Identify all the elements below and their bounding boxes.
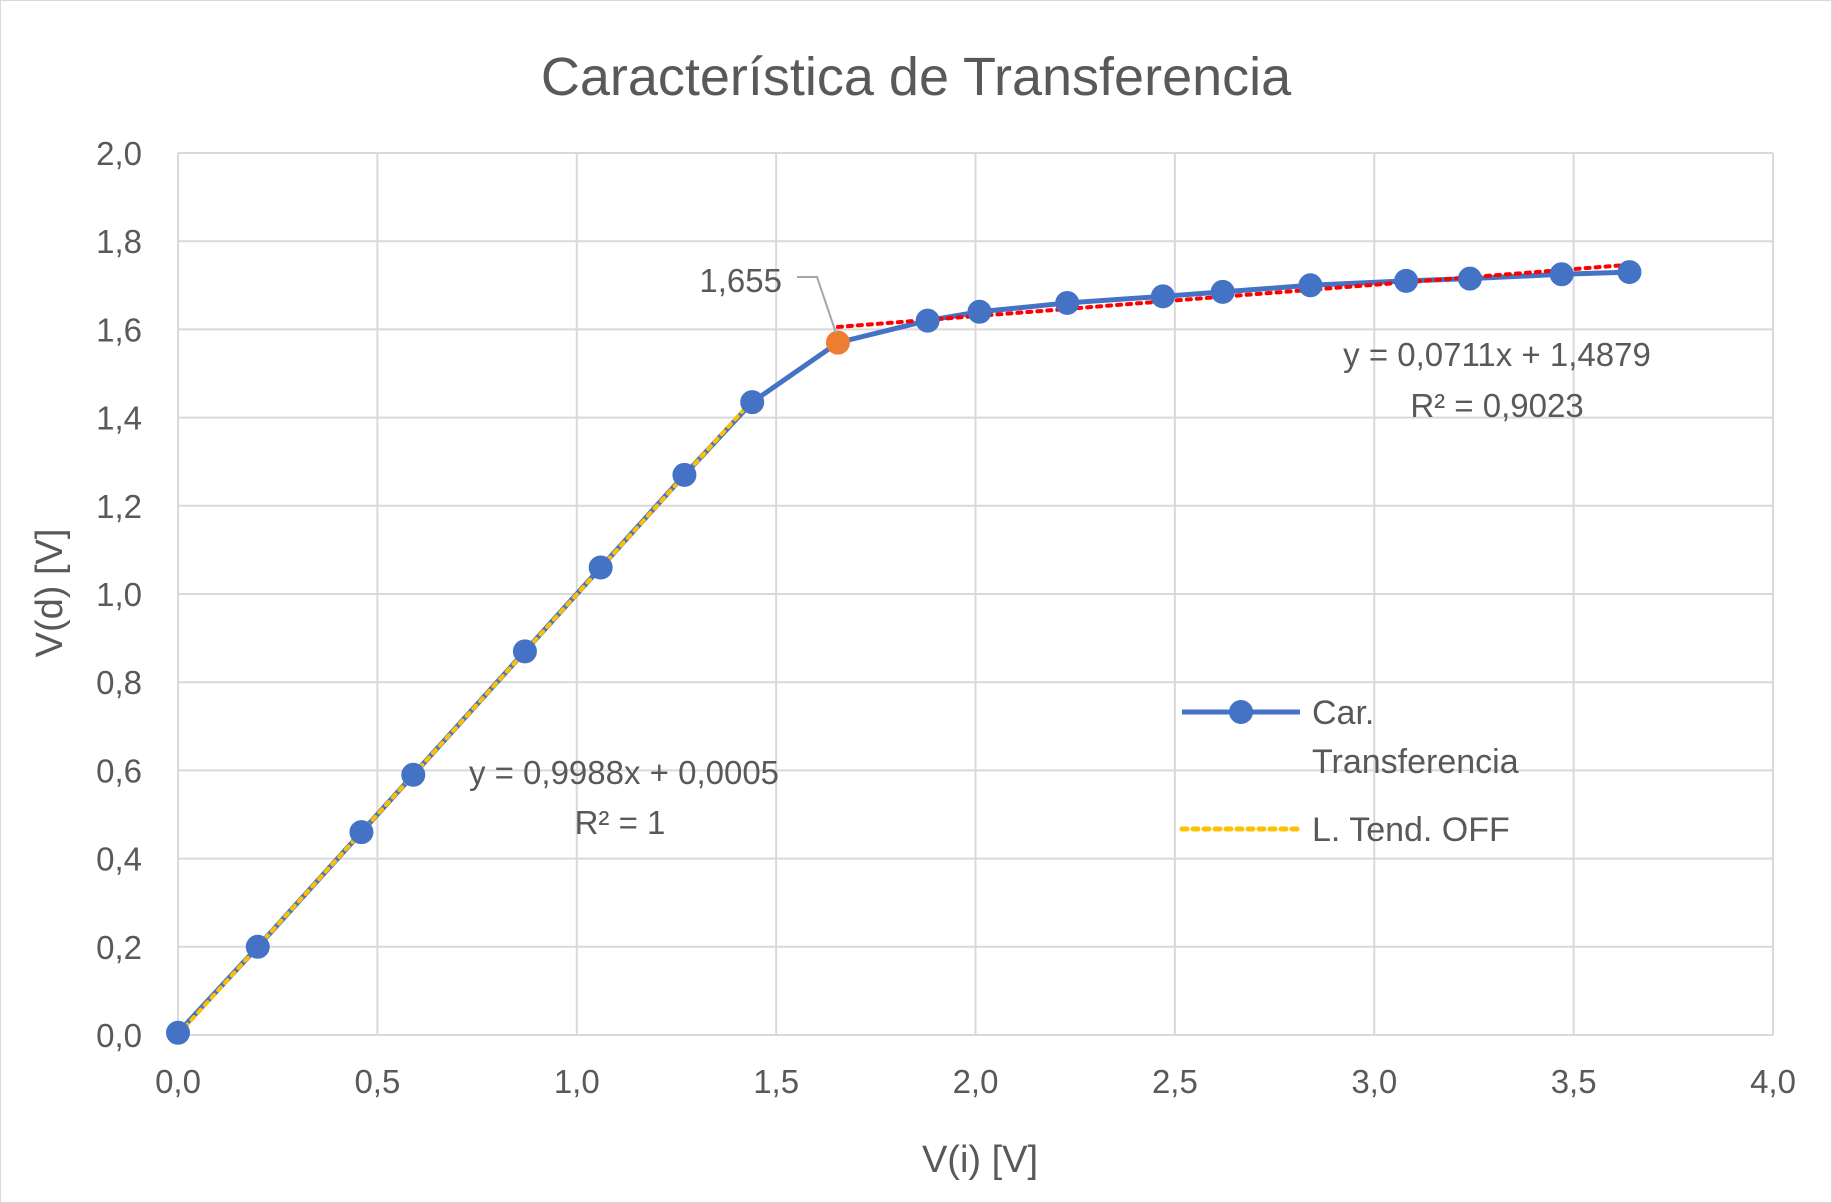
- trendline-on-r2: R² = 0,9023: [1410, 387, 1583, 424]
- tick-labels: 0,0 0,5 1,0 1,5 2,0 2,5 3,0 3,5 4,0 0,0 0,2 0,4 0,6 0…: [96, 135, 1796, 1100]
- y-tick-label: 0,0: [96, 1017, 142, 1054]
- data-point: [1617, 260, 1642, 285]
- trendline-on-equation: y = 0,0711x + 1,4879: [1343, 336, 1651, 373]
- highlight-point-label: 1,655: [699, 262, 782, 299]
- data-point: [401, 762, 426, 787]
- x-axis-title: V(i) [V]: [922, 1139, 1038, 1181]
- y-axis-title: V(d) [V]: [29, 529, 71, 658]
- data-point: [1210, 279, 1235, 304]
- x-tick-label: 3,0: [1351, 1063, 1397, 1100]
- data-point: [740, 390, 765, 415]
- y-tick-label: 2,0: [96, 135, 142, 172]
- x-tick-label: 3,5: [1551, 1063, 1597, 1100]
- data-point: [1298, 273, 1323, 298]
- data-point: [512, 639, 537, 664]
- data-point: [1549, 262, 1574, 287]
- y-tick-label: 0,2: [96, 929, 142, 966]
- trendline-off: [176, 398, 755, 1037]
- y-tick-label: 0,6: [96, 752, 142, 789]
- y-tick-label: 1,8: [96, 223, 142, 260]
- trendline-off-equation: y = 0,9988x + 0,0005: [469, 754, 779, 791]
- y-tick-label: 0,4: [96, 841, 142, 878]
- x-tick-label: 0,5: [354, 1063, 400, 1100]
- data-point: [672, 462, 697, 487]
- gridlines: [177, 152, 1774, 1036]
- y-tick-label: 1,6: [96, 311, 142, 348]
- data-point: [1150, 284, 1175, 309]
- data-point: [1394, 268, 1419, 293]
- data-point: [588, 555, 613, 580]
- x-tick-label: 2,5: [1152, 1063, 1198, 1100]
- data-series: [166, 260, 1642, 1045]
- x-tick-label: 0,0: [155, 1063, 201, 1100]
- y-tick-label: 0,8: [96, 664, 142, 701]
- data-point: [245, 934, 270, 959]
- callout-leader-line: [797, 276, 837, 334]
- legend-series-label-line2: Transferencia: [1312, 743, 1519, 781]
- y-tick-label: 1,0: [96, 576, 142, 613]
- trendline-off-r2: R² = 1: [575, 804, 666, 841]
- legend-series-label-line1: Car.: [1312, 694, 1374, 732]
- data-point: [349, 820, 374, 845]
- y-tick-label: 1,4: [96, 400, 142, 437]
- legend-series-marker: [1229, 700, 1253, 724]
- legend: Car. Transferencia L. Tend. OFF: [1179, 694, 1519, 849]
- highlight-data-point: [825, 330, 850, 355]
- data-point: [166, 1020, 190, 1045]
- data-point: [967, 299, 992, 324]
- data-point: [1457, 266, 1482, 291]
- data-point: [915, 308, 940, 333]
- data-point: [1055, 290, 1080, 315]
- legend-trendline-label: L. Tend. OFF: [1312, 811, 1510, 849]
- chart-title: Característica de Transferencia: [541, 47, 1292, 107]
- x-tick-label: 1,0: [554, 1063, 600, 1100]
- x-tick-label: 2,0: [953, 1063, 999, 1100]
- x-tick-label: 4,0: [1750, 1063, 1796, 1100]
- y-tick-label: 1,2: [96, 488, 142, 525]
- x-tick-label: 1,5: [753, 1063, 799, 1100]
